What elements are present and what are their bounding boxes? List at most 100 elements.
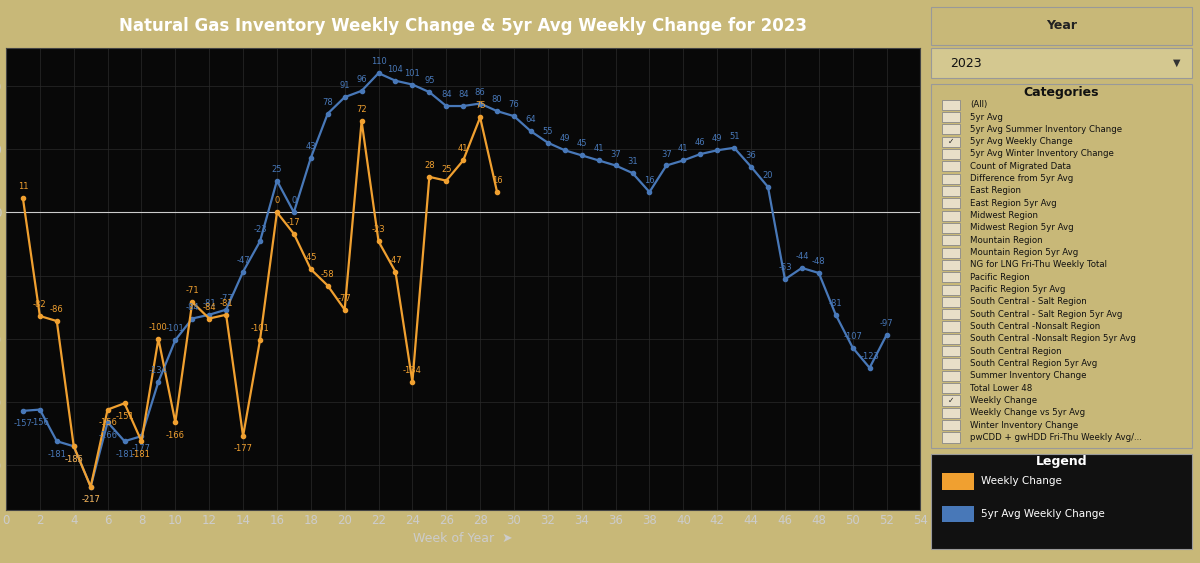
FancyBboxPatch shape (942, 186, 960, 196)
FancyBboxPatch shape (942, 248, 960, 258)
Text: 11: 11 (18, 182, 28, 191)
Text: -185: -185 (65, 454, 83, 463)
Text: 5yr Avg Winter Inventory Change: 5yr Avg Winter Inventory Change (970, 150, 1114, 159)
Text: ✓: ✓ (948, 396, 954, 405)
FancyBboxPatch shape (931, 7, 1192, 45)
Text: -107: -107 (844, 332, 862, 341)
FancyBboxPatch shape (942, 112, 960, 122)
Text: 5yr Avg Summer Inventory Change: 5yr Avg Summer Inventory Change (970, 125, 1122, 134)
FancyBboxPatch shape (931, 454, 1192, 549)
Text: 31: 31 (628, 157, 638, 166)
Text: -181: -181 (47, 449, 66, 458)
Text: -166: -166 (98, 431, 118, 440)
FancyBboxPatch shape (942, 124, 960, 135)
Text: 72: 72 (356, 105, 367, 114)
Text: 37: 37 (611, 150, 620, 159)
FancyBboxPatch shape (942, 235, 960, 245)
FancyBboxPatch shape (942, 223, 960, 233)
Text: 2023: 2023 (950, 56, 982, 70)
Text: South Central -Nonsalt Region: South Central -Nonsalt Region (970, 322, 1100, 331)
Text: Weekly Change: Weekly Change (970, 396, 1037, 405)
FancyBboxPatch shape (942, 198, 960, 208)
Text: -151: -151 (115, 412, 134, 421)
Text: -84: -84 (186, 302, 199, 311)
Text: 43: 43 (306, 142, 316, 151)
Text: -23: -23 (372, 225, 385, 234)
Text: East Region 5yr Avg: East Region 5yr Avg (970, 199, 1056, 208)
FancyBboxPatch shape (931, 48, 1192, 78)
FancyBboxPatch shape (942, 432, 960, 443)
Text: East Region: East Region (970, 186, 1021, 195)
Text: -81: -81 (203, 299, 216, 308)
Text: -53: -53 (778, 263, 792, 272)
FancyBboxPatch shape (942, 346, 960, 356)
Text: 36: 36 (745, 151, 756, 160)
Text: Count of Migrated Data: Count of Migrated Data (970, 162, 1072, 171)
Text: -101: -101 (166, 324, 185, 333)
FancyBboxPatch shape (942, 359, 960, 369)
Text: -81: -81 (829, 299, 842, 308)
Text: 16: 16 (644, 176, 655, 185)
Text: NG for LNG Fri-Thu Weekly Total: NG for LNG Fri-Thu Weekly Total (970, 261, 1106, 270)
Text: 110: 110 (371, 57, 386, 66)
FancyBboxPatch shape (931, 84, 1192, 448)
Text: 41: 41 (458, 145, 468, 154)
Text: ▼: ▼ (1174, 58, 1181, 68)
Text: -134: -134 (149, 366, 168, 375)
Text: 25: 25 (442, 165, 451, 174)
Text: 51: 51 (728, 132, 739, 141)
Text: Summer Inventory Change: Summer Inventory Change (970, 372, 1086, 381)
FancyBboxPatch shape (942, 395, 960, 405)
Text: 76: 76 (509, 100, 520, 109)
FancyBboxPatch shape (942, 272, 960, 282)
Text: -77: -77 (337, 294, 352, 303)
Text: -157: -157 (13, 419, 32, 428)
Text: -23: -23 (253, 225, 266, 234)
Text: -156: -156 (30, 418, 49, 427)
Text: -44: -44 (796, 252, 809, 261)
FancyBboxPatch shape (942, 173, 960, 184)
Text: Winter Inventory Change: Winter Inventory Change (970, 421, 1078, 430)
Text: ✓: ✓ (948, 137, 954, 146)
Text: 84: 84 (458, 90, 468, 99)
Text: -217: -217 (82, 495, 100, 504)
Text: -181: -181 (132, 449, 151, 458)
Text: -134: -134 (403, 366, 422, 375)
FancyBboxPatch shape (942, 211, 960, 221)
Text: -48: -48 (812, 257, 826, 266)
FancyBboxPatch shape (942, 371, 960, 381)
Text: -45: -45 (304, 253, 318, 262)
Text: 101: 101 (404, 69, 420, 78)
Text: -181: -181 (115, 449, 134, 458)
Text: Weekly Change: Weekly Change (982, 476, 1062, 486)
Text: -71: -71 (186, 286, 199, 295)
Text: Midwest Region: Midwest Region (970, 211, 1038, 220)
Text: -177: -177 (132, 445, 151, 453)
Text: 45: 45 (576, 140, 587, 149)
Text: -101: -101 (251, 324, 269, 333)
FancyBboxPatch shape (942, 321, 960, 332)
Text: 91: 91 (340, 81, 350, 90)
Text: -47: -47 (236, 256, 250, 265)
Text: 28: 28 (424, 161, 434, 170)
Text: 5yr Avg Weekly Change: 5yr Avg Weekly Change (970, 137, 1073, 146)
FancyBboxPatch shape (942, 100, 960, 110)
FancyBboxPatch shape (942, 506, 974, 522)
X-axis label: Week of Year  ➤: Week of Year ➤ (413, 532, 514, 545)
FancyBboxPatch shape (942, 260, 960, 270)
Text: 96: 96 (356, 75, 367, 84)
Text: Mountain Region: Mountain Region (970, 236, 1043, 245)
FancyBboxPatch shape (942, 473, 974, 490)
Text: -47: -47 (389, 256, 402, 265)
Text: South Central Region 5yr Avg: South Central Region 5yr Avg (970, 359, 1097, 368)
Text: -82: -82 (34, 300, 47, 309)
Text: 5yr Avg: 5yr Avg (970, 113, 1003, 122)
Text: -156: -156 (98, 418, 118, 427)
Text: Midwest Region 5yr Avg: Midwest Region 5yr Avg (970, 224, 1074, 233)
Text: 84: 84 (440, 90, 451, 99)
Text: 95: 95 (424, 76, 434, 85)
Text: Difference from 5yr Avg: Difference from 5yr Avg (970, 174, 1073, 183)
Text: -17: -17 (287, 218, 301, 227)
Text: 0: 0 (292, 196, 296, 205)
Text: 0: 0 (275, 196, 280, 205)
